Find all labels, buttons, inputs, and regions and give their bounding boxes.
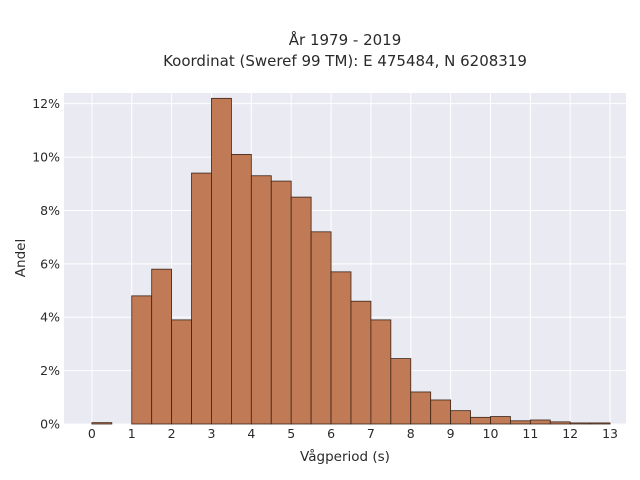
histogram-bar	[211, 97, 232, 425]
histogram-bar	[589, 422, 611, 425]
x-tick-label: 3	[207, 426, 215, 441]
histogram-bar	[390, 358, 412, 425]
x-tick-label: 2	[168, 426, 176, 441]
x-tick-label: 0	[88, 426, 96, 441]
x-tick-label: 12	[562, 426, 578, 441]
x-axis-label: Vågperiod (s)	[300, 448, 390, 465]
bars	[91, 97, 611, 425]
chart-subtitle: Koordinat (Sweref 99 TM): E 475484, N 62…	[163, 52, 527, 70]
histogram-bar	[549, 421, 571, 425]
histogram-bar	[131, 295, 153, 425]
y-tick-label: 8%	[40, 203, 60, 218]
histogram-bar	[191, 172, 212, 425]
y-tick-label: 0%	[40, 417, 60, 432]
histogram-bar	[430, 399, 452, 425]
x-tick-label: 8	[407, 426, 415, 441]
histogram-bar	[450, 410, 471, 425]
histogram-bar	[529, 419, 551, 425]
histogram-bar	[231, 153, 252, 425]
histogram-bar	[350, 300, 372, 425]
x-tick-label: 10	[483, 426, 499, 441]
histogram-bar	[270, 180, 292, 425]
x-tick-label: 5	[287, 426, 295, 441]
y-tick-label: 12%	[32, 96, 60, 111]
histogram-bar	[370, 319, 392, 425]
histogram-bar	[410, 391, 432, 425]
histogram-bar	[470, 416, 491, 425]
chart-title: År 1979 - 2019	[289, 30, 402, 49]
y-tick-label: 4%	[40, 310, 60, 325]
histogram-bar	[330, 271, 352, 425]
x-tick-label: 11	[522, 426, 538, 441]
x-tick-label: 9	[447, 426, 455, 441]
histogram-bar	[171, 319, 192, 425]
x-tick-label: 1	[128, 426, 136, 441]
histogram-bar	[569, 422, 591, 425]
y-tick-label: 10%	[32, 150, 60, 165]
y-tick-label: 2%	[40, 363, 60, 378]
histogram-bar	[91, 422, 113, 425]
y-tick-label: 6%	[40, 256, 60, 271]
histogram-bar	[310, 231, 332, 425]
plot-area	[64, 93, 626, 425]
histogram-bar	[490, 416, 511, 425]
x-tick-label: 6	[327, 426, 335, 441]
y-axis-ticks: 0% 2% 4% 6% 8% 10% 12%	[32, 96, 60, 431]
x-axis-ticks: 0 1 2 3 4 5 6 7 8 9 10 11 12 13	[88, 426, 618, 441]
histogram-bar	[151, 268, 173, 425]
x-tick-label: 13	[602, 426, 618, 441]
y-axis-label: Andel	[13, 239, 29, 277]
x-tick-label: 4	[247, 426, 255, 441]
histogram-bar	[290, 196, 312, 425]
x-tick-label: 7	[367, 426, 375, 441]
histogram-bar	[250, 175, 272, 425]
histogram-bar	[510, 420, 531, 425]
